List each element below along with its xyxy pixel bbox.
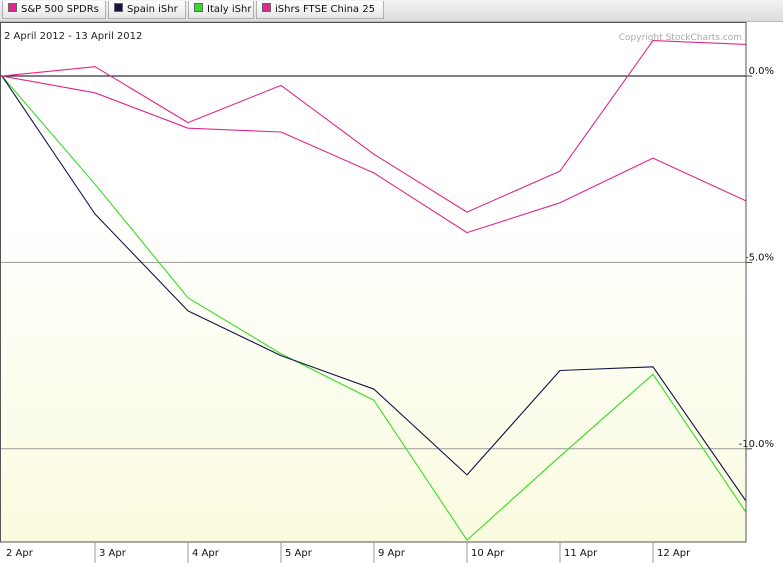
legend-label: Italy iShr bbox=[207, 4, 252, 15]
series-line-s-p-500-spdrs bbox=[1, 75, 747, 234]
legend-swatch bbox=[262, 3, 271, 12]
legend-item-italy[interactable]: Italy iShr bbox=[188, 1, 254, 19]
legend-item-spain[interactable]: Spain iShr bbox=[108, 1, 186, 19]
legend-bar: S&P 500 SPDRs Spain iShr Italy iShr iShr… bbox=[0, 0, 783, 22]
legend-swatch bbox=[194, 3, 203, 12]
x-tick-label: 9 Apr bbox=[378, 548, 406, 559]
y-tick-label: -10.0% bbox=[739, 439, 774, 450]
copyright: Copyright StockCharts.com bbox=[619, 33, 742, 43]
series-line-spain-ishr bbox=[1, 75, 747, 502]
x-tick-label: 2 Apr bbox=[6, 548, 34, 559]
series-line-italy-ishr bbox=[1, 75, 747, 541]
plot-background bbox=[0, 22, 746, 542]
plot-frame bbox=[0, 22, 747, 543]
legend-swatch bbox=[8, 3, 17, 12]
x-tick-label: 11 Apr bbox=[564, 548, 598, 559]
y-tick-label: -5.0% bbox=[745, 252, 774, 263]
x-tick-label: 4 Apr bbox=[192, 548, 220, 559]
legend-item-china[interactable]: iShrs FTSE China 25 bbox=[256, 1, 384, 19]
legend-label: iShrs FTSE China 25 bbox=[275, 4, 375, 15]
x-tick-label: 10 Apr bbox=[471, 548, 505, 559]
x-tick-label: 5 Apr bbox=[285, 548, 313, 559]
x-tick-label: 3 Apr bbox=[99, 548, 127, 559]
x-tick-label: 12 Apr bbox=[657, 548, 691, 559]
date-range: 2 April 2012 - 13 April 2012 bbox=[4, 31, 142, 42]
performance-chart: 0.0% -5.0% -10.0% 2 Apr 3 Apr 4 Apr 5 Apr 9 Apr… bbox=[0, 22, 774, 563]
series-line-ishrs-ftse-china-25 bbox=[1, 40, 747, 213]
legend-label: Spain iShr bbox=[127, 4, 178, 15]
legend-swatch bbox=[114, 3, 123, 12]
legend-item-sp500[interactable]: S&P 500 SPDRs bbox=[2, 1, 106, 19]
y-tick-label: 0.0% bbox=[749, 66, 774, 77]
legend-label: S&P 500 SPDRs bbox=[21, 4, 99, 15]
